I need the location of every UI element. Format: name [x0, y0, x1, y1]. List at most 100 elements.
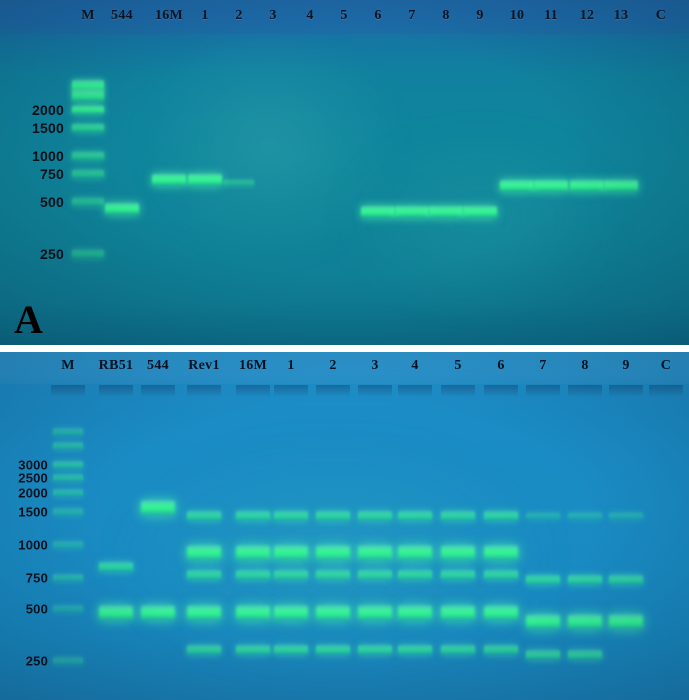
panel-a-lane-label: 13: [614, 8, 629, 24]
panel-a-band-lane-7: [395, 206, 429, 218]
panel-a-lane-label: 10: [510, 8, 525, 24]
panel-b-band-lane-16M: [236, 545, 270, 561]
panel-b-well: [187, 385, 221, 396]
panel-a-band-lane-6: [361, 206, 395, 218]
panel-a-band-lane-8: [429, 206, 463, 218]
panel-a-band-lane-2: [224, 179, 254, 187]
panel-a-ladder-label: 1500: [32, 120, 64, 136]
panel-b-band-lane-6: [484, 605, 518, 621]
panel-a-ladder-label: 2000: [32, 102, 64, 118]
panel-b-band-lane-Rev1: [187, 511, 221, 521]
panel-divider: [0, 345, 689, 352]
panel-a-lane-label: 6: [374, 8, 381, 24]
panel-b-well: [358, 385, 392, 396]
panel-b-well: [398, 385, 432, 396]
panel-b-ladder-band: [53, 489, 83, 497]
panel-b-lane-label: 1: [287, 358, 294, 374]
panel-a-ladder-label: 500: [40, 194, 64, 210]
panel-b-well: [441, 385, 475, 396]
panel-b-ladder-band: [53, 461, 83, 469]
panel-b-band-lane-6: [484, 570, 518, 580]
panel-b-band-lane-2: [316, 570, 350, 580]
panel-b-band-lane-Rev1: [187, 605, 221, 621]
panel-b-lane-label: 16M: [239, 358, 267, 374]
panel-a-band-lane-9: [463, 206, 497, 218]
panel-b-band-lane-6: [484, 645, 518, 655]
panel-a-band-lane-13: [604, 180, 638, 192]
panel-b-band-lane-2: [316, 645, 350, 655]
panel-b-band-lane-7: [526, 614, 560, 630]
panel-b-lane-label: 4: [411, 358, 418, 374]
panel-a-vignette: [0, 0, 689, 345]
panel-a-ladder-label: 250: [40, 246, 64, 262]
panel-a-band-lane-11: [534, 180, 568, 192]
panel-a-ladder-band: [72, 90, 104, 102]
panel-b-lane-label: M: [61, 358, 75, 374]
panel-b-lane-label: 7: [539, 358, 546, 374]
panel-a-lane-label: 2: [235, 8, 242, 24]
panel-b-band-lane-544: [141, 500, 175, 516]
panel-b-lane-label-strip: [0, 352, 689, 384]
panel-b-ladder-band: [53, 428, 83, 436]
panel-b-band-lane-5: [441, 511, 475, 521]
panel-b-band-lane-8: [568, 575, 602, 585]
panel-b-band-lane-Rev1: [187, 545, 221, 561]
panel-b-lane-label: 544: [147, 358, 169, 374]
panel-b-lane-label: Rev1: [188, 358, 220, 374]
panel-a-band-lane-12: [570, 180, 604, 192]
panel-b-band-lane-2: [316, 511, 350, 521]
panel-b-well: [141, 385, 175, 396]
panel-b-lane-label: 6: [497, 358, 504, 374]
panel-a-letter: A: [14, 297, 43, 342]
panel-a-lane-label: 12: [580, 8, 595, 24]
panel-a-lane-label: 1: [201, 8, 208, 24]
panel-b-lane-label: RB51: [99, 358, 134, 374]
panel-a-band-lane-10: [500, 180, 534, 192]
panel-b-vignette: [0, 352, 689, 700]
panel-b-well: [316, 385, 350, 396]
panel-b-band-lane-7: [526, 575, 560, 585]
panel-b-band-lane-4: [398, 511, 432, 521]
panel-b-band-lane-7: [526, 512, 560, 520]
panel-b-band-lane-4: [398, 605, 432, 621]
panel-b-band-lane-5: [441, 570, 475, 580]
panel-b-well: [609, 385, 643, 396]
panel-a-lane-label: 11: [544, 8, 558, 24]
panel-b-band-lane-6: [484, 511, 518, 521]
panel-a-ladder-label: 1000: [32, 148, 64, 164]
panel-b-ladder-label: 750: [26, 571, 48, 586]
panel-a-lane-label: 7: [408, 8, 415, 24]
panel-b-band-lane-3: [358, 511, 392, 521]
panel-b-ladder-band: [53, 605, 83, 613]
panel-b-lane-label: C: [661, 358, 671, 374]
panel-b-band-lane-4: [398, 645, 432, 655]
agarose-gel-panel-a: M54416M12345678910111213C 20001500100075…: [0, 0, 689, 345]
panel-b-band-lane-5: [441, 545, 475, 561]
panel-b-well: [649, 385, 683, 396]
panel-b-band-lane-8: [568, 650, 602, 660]
panel-b-band-lane-544: [141, 605, 175, 621]
panel-a-band-lane-1: [188, 174, 222, 186]
panel-a-lane-label: 8: [442, 8, 449, 24]
panel-b-band-lane-1: [274, 605, 308, 621]
panel-a-ladder-band: [72, 169, 104, 179]
panel-b-band-lane-7: [526, 650, 560, 660]
panel-b-band-lane-RB51: [99, 605, 133, 621]
panel-b-band-lane-16M: [236, 570, 270, 580]
panel-b-well: [568, 385, 602, 396]
panel-a-ladder-band: [72, 249, 104, 259]
panel-b-band-lane-3: [358, 605, 392, 621]
panel-b-band-lane-RB51: [99, 562, 133, 572]
panel-b-band-lane-3: [358, 645, 392, 655]
panel-b-band-lane-2: [316, 545, 350, 561]
panel-a-lane-label: M: [81, 8, 95, 24]
panel-b-well: [51, 385, 85, 396]
agarose-gel-panel-b: M RB51 544 Rev1 16M 1 2 3 4 5 6 7 8 9 C 300025002000 15…: [0, 352, 689, 700]
panel-b-band-lane-16M: [236, 511, 270, 521]
panel-b-band-lane-9: [609, 614, 643, 630]
gel-glow-region: [140, 30, 400, 260]
panel-b-band-lane-3: [358, 545, 392, 561]
panel-b-band-lane-1: [274, 511, 308, 521]
panel-b-band-lane-8: [568, 512, 602, 520]
